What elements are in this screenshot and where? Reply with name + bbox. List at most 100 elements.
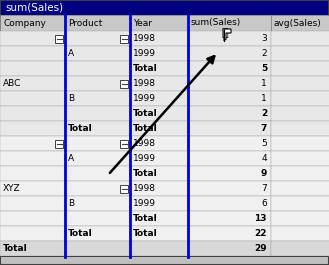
Bar	[271, 46, 329, 61]
Bar	[130, 91, 188, 106]
Bar	[0, 136, 65, 151]
Bar	[130, 166, 188, 181]
Bar	[130, 151, 188, 166]
Bar	[271, 166, 329, 181]
Bar	[188, 61, 271, 76]
Text: 29: 29	[254, 244, 267, 253]
Bar	[0, 211, 65, 226]
Text: avg(Sales): avg(Sales)	[274, 19, 322, 28]
Bar	[130, 106, 188, 121]
Bar	[130, 136, 188, 151]
Text: 3: 3	[261, 34, 267, 43]
Text: XYZ: XYZ	[3, 184, 21, 193]
Text: Product: Product	[68, 19, 102, 28]
Bar	[130, 181, 188, 196]
Bar	[130, 211, 188, 226]
Text: 6: 6	[261, 199, 267, 208]
Bar	[1, 256, 328, 257]
Bar	[271, 211, 329, 226]
Bar	[120, 139, 128, 148]
Bar	[120, 34, 128, 42]
Text: 1998: 1998	[133, 34, 156, 43]
Bar	[130, 46, 188, 61]
Text: A: A	[68, 154, 74, 163]
Text: 2: 2	[261, 109, 267, 118]
Bar	[271, 181, 329, 196]
Text: A: A	[68, 49, 74, 58]
Text: 1: 1	[261, 79, 267, 88]
Bar	[271, 106, 329, 121]
Text: B: B	[68, 199, 74, 208]
Bar	[0, 76, 65, 91]
Text: 1999: 1999	[133, 154, 156, 163]
Bar	[188, 151, 271, 166]
Bar	[188, 181, 271, 196]
Text: 1999: 1999	[133, 49, 156, 58]
Text: Total: Total	[68, 124, 93, 133]
Bar	[65, 106, 130, 121]
Text: sum(Sales): sum(Sales)	[5, 3, 63, 13]
Bar	[130, 15, 188, 31]
Bar	[271, 91, 329, 106]
Bar	[188, 106, 271, 121]
Text: ABC: ABC	[3, 79, 21, 88]
Text: 9: 9	[261, 169, 267, 178]
Bar	[0, 226, 65, 241]
Text: Total: Total	[133, 124, 158, 133]
Bar	[188, 31, 271, 46]
Bar	[0, 46, 65, 61]
Bar	[55, 34, 63, 42]
Bar	[0, 241, 65, 256]
Bar	[0, 15, 65, 31]
Bar	[271, 241, 329, 256]
Bar	[65, 166, 130, 181]
Bar	[271, 15, 329, 31]
Text: 1998: 1998	[133, 79, 156, 88]
Text: 7: 7	[261, 124, 267, 133]
Text: 7: 7	[261, 184, 267, 193]
Text: 5: 5	[261, 139, 267, 148]
Bar	[130, 76, 188, 91]
Bar	[0, 61, 65, 76]
Text: 13: 13	[255, 214, 267, 223]
Text: B: B	[68, 94, 74, 103]
Bar	[188, 166, 271, 181]
Text: Total: Total	[133, 64, 158, 73]
Text: Total: Total	[133, 214, 158, 223]
Bar	[188, 121, 271, 136]
Bar	[65, 46, 130, 61]
Bar	[188, 196, 271, 211]
Bar	[0, 121, 65, 136]
Bar	[65, 151, 130, 166]
Bar	[188, 211, 271, 226]
Bar	[65, 196, 130, 211]
Bar	[130, 31, 188, 46]
Text: 1999: 1999	[133, 94, 156, 103]
Text: Total: Total	[3, 244, 28, 253]
Bar	[0, 91, 65, 106]
Bar	[188, 241, 271, 256]
Bar	[130, 226, 188, 241]
Bar	[65, 226, 130, 241]
Text: 4: 4	[261, 154, 267, 163]
Bar	[65, 76, 130, 91]
Bar	[65, 61, 130, 76]
Text: Total: Total	[133, 169, 158, 178]
Bar	[271, 226, 329, 241]
Bar	[65, 91, 130, 106]
Text: 1998: 1998	[133, 184, 156, 193]
Text: 🖱: 🖱	[222, 28, 229, 38]
Bar	[0, 106, 65, 121]
Bar	[0, 196, 65, 211]
Bar	[271, 76, 329, 91]
Bar	[188, 226, 271, 241]
Bar	[65, 15, 130, 31]
Polygon shape	[224, 29, 231, 41]
Bar	[55, 139, 63, 148]
Bar	[188, 136, 271, 151]
Text: Total: Total	[133, 109, 158, 118]
Bar	[130, 241, 188, 256]
Bar	[271, 61, 329, 76]
Bar	[65, 241, 130, 256]
Text: 1: 1	[261, 94, 267, 103]
